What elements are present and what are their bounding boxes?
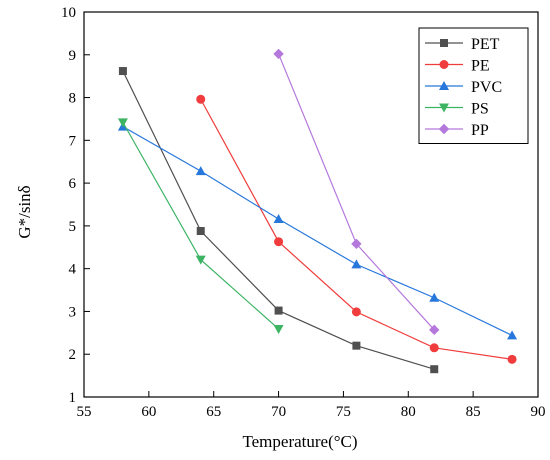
y-tick-label: 9 — [69, 48, 77, 64]
legend-marker-ps — [439, 103, 449, 113]
data-point-pet — [118, 67, 127, 76]
data-point-pe — [429, 343, 439, 353]
y-tick-label: 10 — [61, 5, 76, 21]
y-tick-label: 5 — [69, 219, 77, 235]
data-point-pet — [430, 365, 439, 374]
legend-label-pvc: PVC — [471, 79, 502, 96]
series-layer — [117, 48, 518, 374]
y-tick-label: 1 — [69, 390, 77, 406]
y-axis-title-text: G*/sinδ — [15, 185, 34, 238]
x-tick-label: 85 — [466, 404, 481, 420]
y-tick-label: 3 — [69, 304, 77, 320]
data-point-pet — [352, 341, 361, 350]
series-pe — [196, 94, 517, 364]
y-tick-label: 8 — [69, 91, 77, 107]
data-point-pet — [196, 227, 205, 236]
legend-label-pp: PP — [471, 122, 489, 139]
data-point-pvc — [507, 330, 518, 340]
y-axis-title: G*/sinδ — [15, 185, 34, 238]
data-point-pe — [274, 237, 284, 247]
legend-label-pe: PE — [471, 58, 490, 75]
legend-marker-pp — [438, 123, 450, 135]
x-tick-label: 60 — [141, 404, 156, 420]
data-point-pp — [273, 48, 284, 60]
data-point-pe — [196, 94, 206, 104]
legend-label-ps: PS — [471, 101, 489, 118]
legend-marker-pet — [440, 39, 448, 47]
legend: PET PE PVC PS PP — [418, 27, 529, 144]
y-tick-label: 6 — [69, 176, 77, 192]
data-point-pvc — [195, 166, 206, 176]
legend-label-pet: PET — [471, 36, 500, 53]
y-tick-label: 4 — [69, 262, 77, 278]
data-point-ps — [273, 324, 284, 334]
series-line-pvc — [122, 126, 513, 336]
data-point-pp — [351, 238, 362, 250]
series-pet — [118, 67, 439, 374]
x-tick-label: 80 — [401, 404, 416, 420]
legend-marker-pvc — [439, 81, 449, 90]
y-tick-label: 2 — [69, 347, 77, 363]
data-point-pet — [274, 306, 283, 315]
series-line-ps — [122, 122, 279, 330]
x-tick-label: 70 — [271, 404, 286, 420]
data-point-pp — [429, 324, 440, 336]
data-point-pe — [507, 354, 517, 364]
x-tick-label: 75 — [336, 404, 351, 420]
x-tick-label: 55 — [77, 404, 92, 420]
series-pvc — [117, 121, 518, 340]
series-line-pp — [278, 53, 435, 331]
data-point-ps — [195, 255, 206, 265]
data-point-pe — [351, 307, 361, 317]
data-point-pvc — [273, 214, 284, 224]
x-axis-title: Temperature(°C) — [242, 432, 357, 451]
axes: 55 60 65 70 75 80 85 90 1 2 3 4 5 6 7 8 9 10 — [61, 5, 546, 420]
series-ps — [117, 118, 284, 334]
data-point-pvc — [429, 292, 440, 302]
data-point-pvc — [351, 259, 362, 269]
legend-marker-pe — [439, 60, 449, 69]
x-tick-label: 90 — [531, 404, 546, 420]
series-pp — [273, 48, 440, 336]
x-tick-label: 65 — [206, 404, 221, 420]
data-point-ps — [117, 118, 128, 128]
plot-frame — [83, 11, 539, 398]
y-tick-label: 7 — [69, 133, 77, 149]
